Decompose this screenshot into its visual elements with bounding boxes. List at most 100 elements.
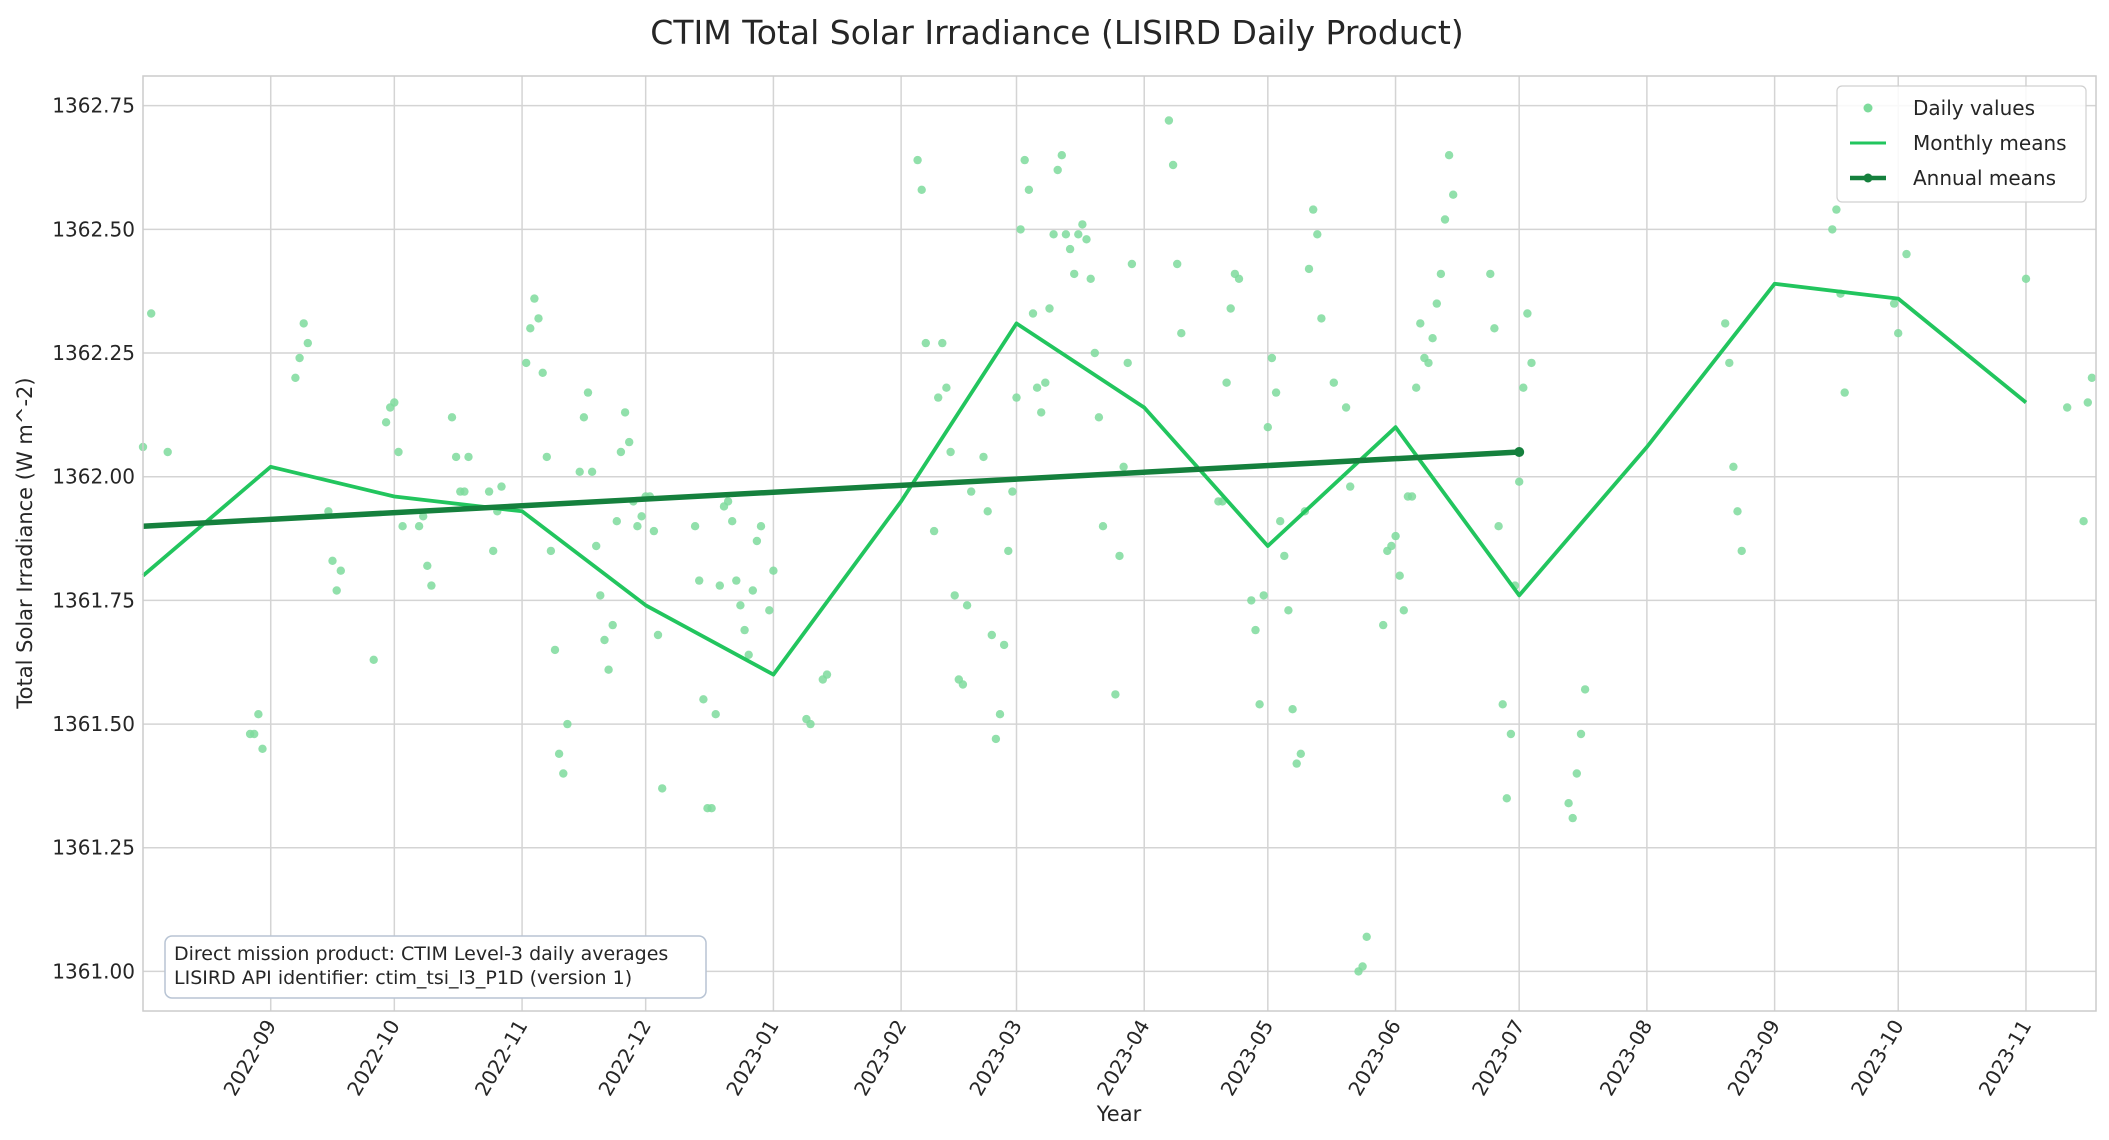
legend-label-monthly: Monthly means bbox=[1913, 131, 2067, 155]
daily-value-point bbox=[1506, 729, 1516, 739]
x-tick-label: 2023-01 bbox=[721, 1016, 784, 1100]
daily-value-point bbox=[1276, 517, 1285, 526]
daily-value-point bbox=[934, 393, 943, 402]
daily-value-point bbox=[328, 556, 337, 565]
annotation-line-1: Direct mission product: CTIM Level-3 dai… bbox=[174, 943, 668, 965]
daily-value-point bbox=[1416, 319, 1425, 328]
daily-value-point bbox=[913, 155, 922, 165]
chart-title: CTIM Total Solar Irradiance (LISIRD Dail… bbox=[650, 13, 1463, 52]
x-tick-label: 2023-08 bbox=[1595, 1016, 1658, 1100]
daily-value-point bbox=[1304, 264, 1314, 274]
x-axis-title: Year bbox=[1096, 1102, 1142, 1126]
daily-value-point bbox=[715, 581, 724, 590]
daily-value-point bbox=[1889, 299, 1899, 308]
daily-value-point bbox=[1568, 813, 1577, 823]
daily-value-point bbox=[1440, 215, 1450, 224]
daily-value-point bbox=[1127, 259, 1137, 269]
daily-value-point bbox=[497, 482, 506, 491]
daily-value-point bbox=[1267, 353, 1277, 363]
daily-value-point bbox=[748, 586, 757, 595]
daily-value-point bbox=[1523, 309, 1532, 318]
daily-value-point bbox=[1086, 274, 1095, 283]
daily-value-point bbox=[958, 680, 968, 689]
daily-value-point bbox=[592, 541, 601, 551]
daily-value-point bbox=[769, 566, 778, 575]
x-tick-label: 2023-07 bbox=[1467, 1016, 1530, 1100]
daily-value-point bbox=[1070, 269, 1079, 279]
daily-value-point bbox=[1387, 541, 1396, 551]
daily-value-point bbox=[1399, 606, 1409, 615]
daily-value-point bbox=[1428, 334, 1437, 343]
daily-value-point bbox=[522, 358, 531, 368]
daily-value-point bbox=[950, 591, 959, 600]
legend-marker-annual bbox=[1863, 173, 1873, 183]
daily-value-point bbox=[583, 388, 593, 397]
daily-value-point bbox=[1065, 244, 1075, 254]
daily-value-point bbox=[1733, 507, 1742, 516]
daily-value-point bbox=[447, 413, 457, 422]
monthly-means-line bbox=[141, 281, 2028, 677]
daily-value-point bbox=[707, 804, 716, 813]
daily-value-point bbox=[1490, 324, 1499, 333]
daily-value-point bbox=[983, 507, 992, 516]
daily-value-point bbox=[1119, 462, 1128, 471]
daily-value-point bbox=[1049, 230, 1058, 239]
daily-value-point bbox=[1222, 378, 1231, 387]
daily-value-point bbox=[550, 645, 560, 655]
y-tick-label: 1362.75 bbox=[52, 94, 135, 118]
daily-value-point bbox=[414, 522, 424, 531]
daily-value-point bbox=[1292, 759, 1301, 768]
daily-value-point bbox=[1296, 749, 1306, 758]
daily-value-point bbox=[526, 324, 535, 333]
daily-value-point bbox=[1902, 249, 1911, 259]
daily-value-point bbox=[756, 522, 766, 531]
daily-value-point bbox=[1008, 487, 1017, 496]
daily-value-point bbox=[163, 447, 172, 457]
daily-value-point bbox=[1502, 794, 1512, 803]
daily-value-point bbox=[938, 338, 947, 348]
daily-value-point bbox=[612, 517, 621, 526]
daily-value-point bbox=[1053, 165, 1062, 175]
daily-value-point bbox=[929, 526, 939, 536]
daily-value-point bbox=[419, 512, 428, 521]
daily-value-point bbox=[1527, 358, 1536, 368]
daily-value-point bbox=[1284, 606, 1293, 615]
daily-value-point bbox=[423, 561, 432, 570]
annual-means-layer bbox=[142, 447, 1525, 529]
x-tick-labels: 2022-09 2022-10 2022-11 2022-12 2023-01 2023-… bbox=[218, 1015, 2036, 1099]
daily-value-point bbox=[336, 566, 345, 575]
daily-value-point bbox=[1234, 274, 1244, 283]
daily-value-point bbox=[765, 606, 774, 615]
daily-value-point bbox=[1346, 482, 1355, 491]
daily-value-point bbox=[250, 729, 259, 739]
daily-value-point bbox=[1226, 304, 1235, 313]
daily-value-point bbox=[962, 601, 972, 610]
daily-value-point bbox=[1436, 269, 1446, 279]
daily-value-point bbox=[460, 487, 469, 496]
y-tick-label: 1361.50 bbox=[52, 712, 135, 736]
daily-value-point bbox=[1098, 522, 1108, 531]
daily-value-point bbox=[1725, 358, 1734, 368]
daily-value-point bbox=[728, 517, 737, 526]
daily-value-point bbox=[1247, 596, 1256, 605]
daily-value-point bbox=[299, 319, 308, 328]
x-tick-label: 2022-09 bbox=[218, 1016, 281, 1100]
daily-value-point bbox=[258, 744, 267, 753]
daily-value-point bbox=[608, 620, 617, 630]
daily-value-point bbox=[991, 734, 1001, 744]
daily-value-point bbox=[1177, 329, 1186, 338]
daily-value-point bbox=[711, 710, 720, 719]
daily-value-point bbox=[732, 576, 741, 585]
daily-value-point bbox=[822, 670, 832, 679]
daily-value-point bbox=[942, 383, 951, 392]
y-tick-labels: 1361.00 1361.25 1361.50 1361.75 1362.00 1362.… bbox=[52, 94, 135, 984]
daily-value-point bbox=[690, 522, 700, 531]
daily-value-point bbox=[695, 576, 704, 585]
daily-value-point bbox=[699, 695, 708, 704]
daily-value-point bbox=[1486, 269, 1495, 279]
daily-value-point bbox=[740, 625, 749, 635]
plot-frame bbox=[142, 75, 2097, 1012]
daily-value-point bbox=[744, 650, 753, 659]
daily-value-point bbox=[995, 710, 1005, 719]
daily-value-point bbox=[394, 447, 403, 457]
